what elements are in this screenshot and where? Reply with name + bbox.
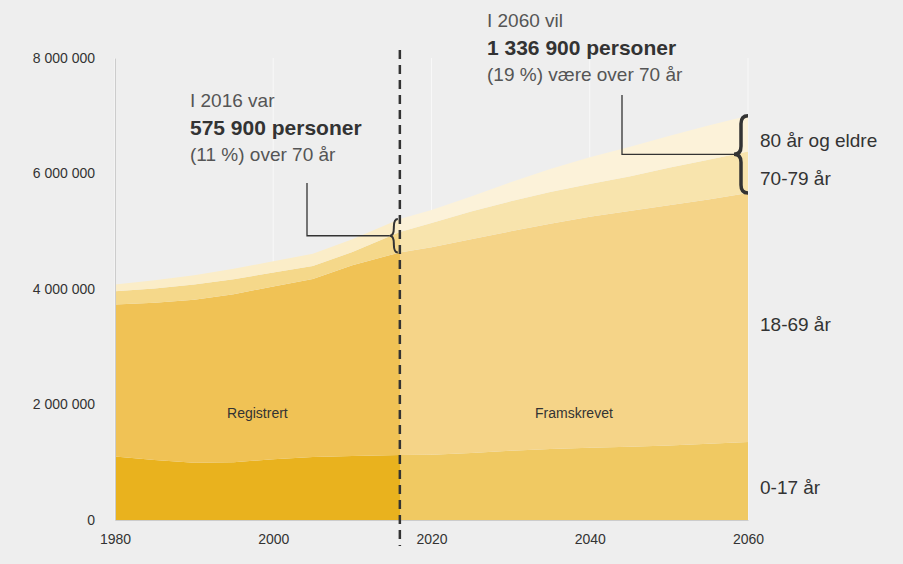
y-axis: 0 2 000 000 4 000 000 6 000 000 8 000 000 bbox=[33, 50, 116, 528]
y-tick: 4 000 000 bbox=[33, 281, 115, 297]
series-label: 70-79 år bbox=[760, 168, 831, 189]
x-tick-label: 2000 bbox=[258, 531, 289, 547]
annotation-line: 1 336 900 personer bbox=[487, 36, 676, 59]
plot-area bbox=[115, 116, 748, 520]
region-label: Framskrevet bbox=[535, 405, 613, 421]
annotation-leader bbox=[307, 183, 390, 236]
series-label: 0-17 år bbox=[760, 477, 821, 498]
annotation-line: I 2016 var bbox=[190, 90, 275, 111]
x-tick: 2000 bbox=[258, 520, 289, 547]
x-axis: 1980 2000 2020 2040 2060 bbox=[100, 520, 764, 547]
x-tick: 1980 bbox=[100, 520, 131, 547]
annotation-brace bbox=[734, 116, 748, 193]
y-tick: 6 000 000 bbox=[33, 165, 115, 181]
x-tick-label: 1980 bbox=[100, 531, 131, 547]
annotation-line: I 2060 vil bbox=[487, 10, 563, 31]
x-tick-label: 2020 bbox=[416, 531, 447, 547]
x-tick: 2040 bbox=[575, 520, 606, 547]
annotation: I 2060 vil 1 336 900 personer (19 %) være … bbox=[487, 10, 683, 85]
y-tick: 8 000 000 bbox=[33, 50, 115, 66]
annotation-line: 575 900 personer bbox=[190, 116, 362, 139]
grid bbox=[115, 58, 748, 520]
y-tick-label: 8 000 000 bbox=[33, 50, 95, 66]
x-axis-line bbox=[116, 520, 749, 521]
y-tick-label: 2 000 000 bbox=[33, 396, 95, 412]
annotation: I 2016 var 575 900 personer (11 %) over 70… bbox=[190, 90, 362, 165]
y-axis-line bbox=[115, 59, 116, 521]
series-label: 18-69 år bbox=[760, 314, 831, 335]
y-tick: 2 000 000 bbox=[33, 396, 115, 412]
region-label: Registrert bbox=[227, 405, 288, 421]
x-tick: 2060 bbox=[733, 520, 764, 547]
y-tick-label: 4 000 000 bbox=[33, 281, 95, 297]
area-series bbox=[115, 116, 748, 292]
y-tick-label: 0 bbox=[87, 512, 95, 528]
x-tick-label: 2060 bbox=[733, 531, 764, 547]
annotation-leader bbox=[622, 95, 734, 154]
series-label: 80 år og eldre bbox=[760, 130, 877, 151]
annotation-line: (11 %) over 70 år bbox=[190, 144, 336, 165]
y-tick: 0 bbox=[87, 512, 115, 528]
projection-divider bbox=[399, 50, 402, 546]
x-tick: 2020 bbox=[416, 520, 447, 547]
y-tick-label: 6 000 000 bbox=[33, 165, 95, 181]
annotation-brace bbox=[390, 219, 398, 252]
grid-line bbox=[115, 58, 116, 520]
chart: 1980 2000 2020 2040 2060 0 2 000 000 4 000 000 6… bbox=[0, 0, 903, 564]
annotation-line: (19 %) være over 70 år bbox=[487, 64, 683, 85]
x-tick-label: 2040 bbox=[575, 531, 606, 547]
